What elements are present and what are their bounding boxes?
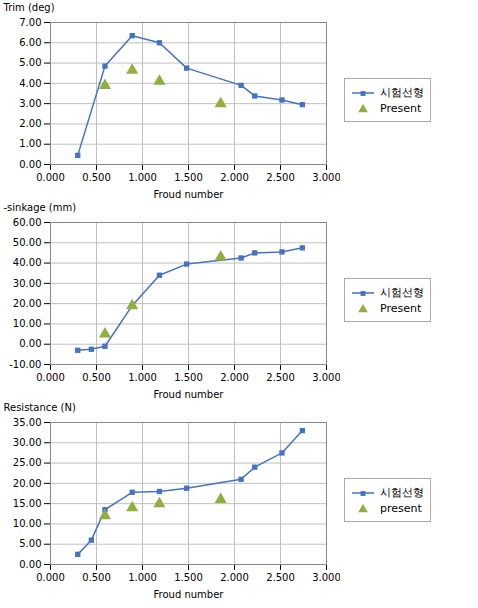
svg-text:30.00: 30.00 xyxy=(13,278,42,289)
html-text:Present: Present xyxy=(380,302,422,315)
svg-text:2.000: 2.000 xyxy=(220,372,249,383)
svg-text:40.00: 40.00 xyxy=(13,257,42,268)
svg-text:20.00: 20.00 xyxy=(13,478,42,489)
svg-text:1.000: 1.000 xyxy=(128,172,157,183)
svg-text:2.00: 2.00 xyxy=(19,118,41,129)
svg-text:2.500: 2.500 xyxy=(266,172,295,183)
svg-text:Froud number: Froud number xyxy=(154,189,225,200)
svg-text:2.000: 2.000 xyxy=(220,172,249,183)
svg-text:0.500: 0.500 xyxy=(82,372,111,383)
svg-text:0.000: 0.000 xyxy=(36,372,65,383)
svg-text:0.000: 0.000 xyxy=(36,172,65,183)
svg-text:1.500: 1.500 xyxy=(174,372,203,383)
svg-text:7.00: 7.00 xyxy=(19,17,41,28)
svg-text:60.00: 60.00 xyxy=(13,217,42,228)
svg-text:-sinkage (mm): -sinkage (mm) xyxy=(4,202,77,213)
html-text:Present: Present xyxy=(380,102,422,115)
svg-text:Resistance (N): Resistance (N) xyxy=(4,402,76,413)
svg-text:1.500: 1.500 xyxy=(174,172,203,183)
svg-text:3.000: 3.000 xyxy=(312,172,340,183)
svg-text:15.00: 15.00 xyxy=(13,498,42,509)
svg-text:3.00: 3.00 xyxy=(19,98,41,109)
svg-text:10.00: 10.00 xyxy=(13,318,42,329)
html-text:시험선형: 시험선형 xyxy=(380,486,424,499)
svg-text:1.500: 1.500 xyxy=(174,572,203,583)
html-text:시험선형: 시험선형 xyxy=(380,286,424,299)
html-text:present: present xyxy=(380,502,422,515)
svg-text:50.00: 50.00 xyxy=(13,237,42,248)
svg-text:25.00: 25.00 xyxy=(13,457,42,468)
svg-text:6.00: 6.00 xyxy=(19,37,41,48)
svg-text:30.00: 30.00 xyxy=(13,437,42,448)
svg-text:5.00: 5.00 xyxy=(19,538,41,549)
svg-text:-10.00: -10.00 xyxy=(9,359,41,370)
svg-text:0.00: 0.00 xyxy=(19,559,41,570)
svg-text:0.500: 0.500 xyxy=(82,172,111,183)
svg-text:0.00: 0.00 xyxy=(19,338,41,349)
html-text:시험선형: 시험선형 xyxy=(380,86,424,99)
svg-text:Trim (deg): Trim (deg) xyxy=(3,2,55,13)
svg-text:20.00: 20.00 xyxy=(13,298,42,309)
svg-text:3.000: 3.000 xyxy=(312,372,340,383)
svg-text:5.00: 5.00 xyxy=(19,57,41,68)
svg-text:35.00: 35.00 xyxy=(13,417,42,428)
svg-text:0.000: 0.000 xyxy=(36,572,65,583)
svg-text:2.500: 2.500 xyxy=(266,372,295,383)
svg-text:Froud number: Froud number xyxy=(154,389,225,400)
svg-text:Froud number: Froud number xyxy=(154,589,225,600)
svg-text:10.00: 10.00 xyxy=(13,518,42,529)
svg-text:3.000: 3.000 xyxy=(312,572,340,583)
svg-text:0.500: 0.500 xyxy=(82,572,111,583)
svg-text:1.000: 1.000 xyxy=(128,572,157,583)
svg-text:1.00: 1.00 xyxy=(19,138,41,149)
svg-text:4.00: 4.00 xyxy=(19,78,41,89)
svg-text:2.000: 2.000 xyxy=(220,572,249,583)
svg-text:2.500: 2.500 xyxy=(266,572,295,583)
svg-text:0.00: 0.00 xyxy=(19,159,41,170)
svg-text:1.000: 1.000 xyxy=(128,372,157,383)
